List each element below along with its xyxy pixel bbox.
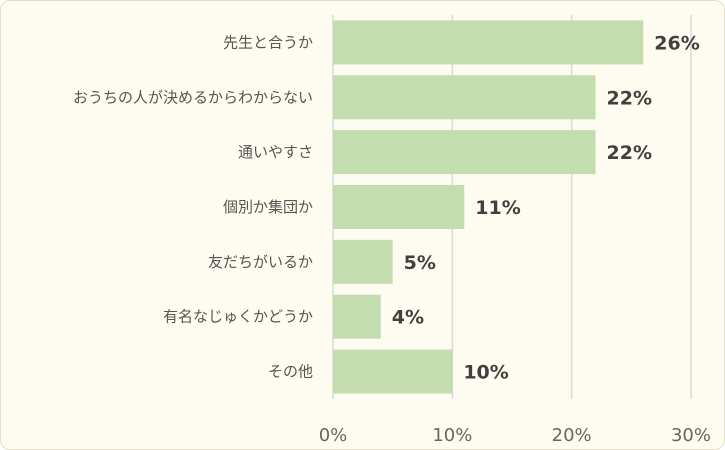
data-label: 11% xyxy=(475,197,520,219)
category-label: 個別か集団か xyxy=(223,198,313,216)
label-layer: 0% 10% 20% 30% 先生と合うか 26% おうちの人が決めるからわからない 22% 通… xyxy=(73,32,711,446)
bar xyxy=(333,130,596,175)
data-label: 26% xyxy=(654,32,699,54)
category-label: 先生と合うか xyxy=(223,33,313,51)
category-label: おうちの人が決めるからわからない xyxy=(73,88,313,106)
data-label: 10% xyxy=(463,362,508,384)
bar xyxy=(333,185,465,229)
data-label: 22% xyxy=(607,87,652,109)
bar-layer xyxy=(333,20,644,394)
data-label: 5% xyxy=(404,252,436,274)
x-tick-label: 20% xyxy=(552,425,592,446)
x-tick-label: 10% xyxy=(432,425,472,446)
bar xyxy=(333,20,644,65)
bar xyxy=(333,349,453,394)
data-label: 4% xyxy=(392,307,424,329)
category-label: 有名なじゅくかどうか xyxy=(163,308,313,326)
bar xyxy=(333,239,393,284)
bar xyxy=(333,294,381,339)
category-label: 友だちがいるか xyxy=(208,253,313,271)
x-tick-label: 30% xyxy=(671,425,711,446)
x-tick-label: 0% xyxy=(319,425,348,446)
category-label: その他 xyxy=(268,363,313,381)
data-label: 22% xyxy=(607,142,652,164)
bar xyxy=(333,75,596,120)
category-label: 通いやすさ xyxy=(238,143,313,161)
